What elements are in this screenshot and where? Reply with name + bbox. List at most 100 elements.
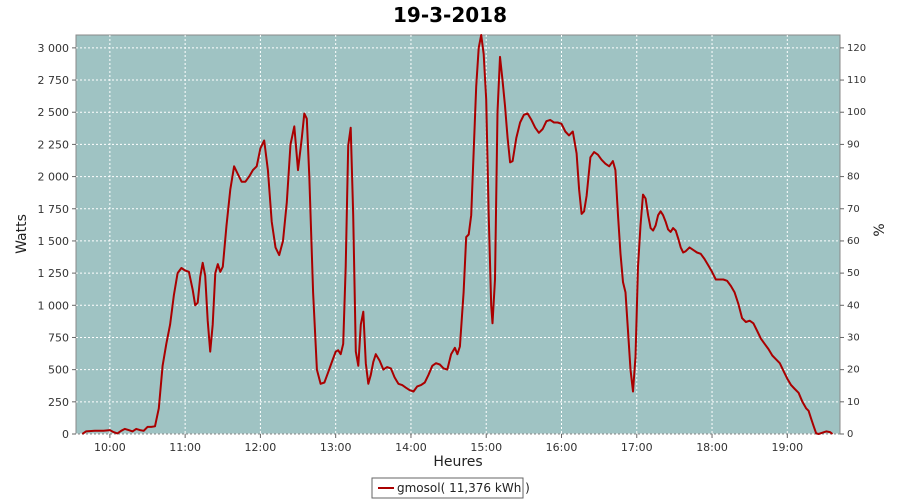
data-point: [121, 430, 122, 431]
y2-axis-label: %: [872, 223, 888, 236]
data-point: [502, 79, 503, 80]
data-point: [546, 121, 547, 122]
data-point: [202, 262, 203, 263]
y-tick-label: 2 000: [38, 171, 70, 184]
data-point: [507, 137, 508, 138]
data-point: [753, 323, 754, 324]
data-point: [822, 432, 823, 433]
data-point: [335, 351, 336, 352]
data-point: [398, 383, 399, 384]
data-point: [466, 237, 467, 238]
data-point: [128, 430, 129, 431]
series-layer: [81, 34, 834, 435]
data-point: [516, 137, 517, 138]
x-tick-label: 16:00: [546, 441, 578, 454]
data-point: [181, 267, 182, 268]
data-point: [124, 428, 125, 429]
data-point: [267, 170, 268, 171]
y-tick-label: 1 500: [38, 235, 70, 248]
data-point: [708, 265, 709, 266]
x-tick-label: 11:00: [169, 441, 201, 454]
data-point: [645, 198, 646, 199]
data-point: [488, 215, 489, 216]
data-point: [439, 364, 440, 365]
data-point: [340, 354, 341, 355]
data-point: [282, 240, 283, 241]
data-point: [435, 363, 436, 364]
data-point: [775, 359, 776, 360]
data-point: [615, 170, 616, 171]
data-point: [668, 229, 669, 230]
data-point: [768, 349, 769, 350]
data-point: [147, 426, 148, 427]
data-point: [581, 213, 582, 214]
data-point: [550, 119, 551, 120]
data-point: [320, 383, 321, 384]
data-point: [794, 388, 795, 389]
data-point: [660, 211, 661, 212]
data-point: [535, 127, 536, 128]
data-point: [360, 324, 361, 325]
data-point: [205, 275, 206, 276]
data-point: [370, 374, 371, 375]
y2-tick-label: 40: [847, 300, 860, 311]
chart-title: 19-3-2018: [393, 3, 507, 27]
y2-tick-label: 10: [847, 397, 860, 408]
data-point: [197, 302, 198, 303]
data-point: [665, 221, 666, 222]
data-point: [568, 135, 569, 136]
data-point: [368, 383, 369, 384]
x-tick-label: 15:00: [470, 441, 502, 454]
data-point: [390, 368, 391, 369]
data-point: [689, 247, 690, 248]
data-point: [579, 189, 580, 190]
data-point: [195, 305, 196, 306]
data-point: [738, 303, 739, 304]
data-point: [806, 408, 807, 409]
data-point: [162, 365, 163, 366]
data-point: [542, 128, 543, 129]
data-point: [394, 377, 395, 378]
data-point: [704, 258, 705, 259]
data-point: [279, 255, 280, 256]
data-point: [109, 430, 110, 431]
y-tick-label: 250: [48, 396, 69, 409]
data-point: [675, 230, 676, 231]
y-axis: 0 250 500 750 1 000 1 250 1 500 1 750 2 000 2 250…: [38, 42, 76, 441]
x-tick-label: 17:00: [621, 441, 653, 454]
data-point: [523, 114, 524, 115]
data-point: [783, 370, 784, 371]
data-point: [212, 324, 213, 325]
data-point: [343, 343, 344, 344]
data-point: [745, 321, 746, 322]
data-point: [215, 273, 216, 274]
data-point: [82, 433, 83, 434]
data-point: [779, 363, 780, 364]
data-point: [260, 148, 261, 149]
data-point: [447, 369, 448, 370]
data-point: [791, 385, 792, 386]
data-point: [670, 231, 671, 232]
data-point: [818, 433, 819, 434]
data-point: [94, 430, 95, 431]
data-point: [468, 234, 469, 235]
data-point: [365, 363, 366, 364]
data-point: [428, 374, 429, 375]
data-point: [829, 432, 830, 433]
data-point: [625, 292, 626, 293]
y-tick-label: 2 500: [38, 106, 70, 119]
data-point: [663, 215, 664, 216]
y-tick-label: 0: [62, 428, 69, 441]
data-point: [454, 347, 455, 348]
data-point: [245, 181, 246, 182]
y-tick-label: 1 000: [38, 299, 70, 312]
x-tick-label: 19:00: [771, 441, 803, 454]
data-point: [742, 318, 743, 319]
data-point: [252, 170, 253, 171]
data-point: [576, 153, 577, 154]
x-tick-label: 14:00: [395, 441, 427, 454]
data-point: [678, 238, 679, 239]
data-point: [700, 253, 701, 254]
data-point: [237, 173, 238, 174]
data-point: [586, 195, 587, 196]
